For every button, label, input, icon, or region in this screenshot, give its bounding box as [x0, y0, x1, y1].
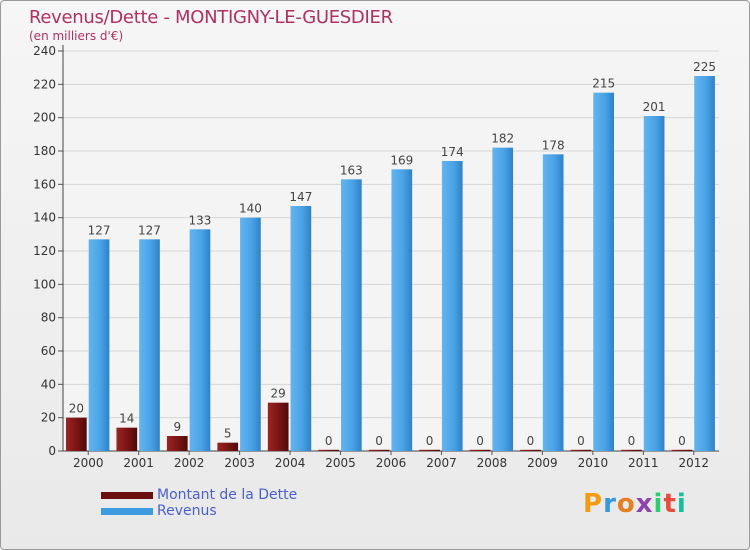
y-tick-label: 200 [33, 111, 56, 125]
logo-letter: P [583, 489, 604, 519]
data-label-revenue: 174 [441, 145, 464, 159]
bar-revenue [441, 161, 463, 451]
y-tick-label: 40 [41, 377, 56, 391]
data-label-debt: 0 [628, 434, 636, 448]
data-label-debt: 0 [476, 434, 484, 448]
data-label-revenue: 127 [88, 223, 111, 237]
chart-subtitle: (en milliers d'€) [29, 29, 124, 43]
data-label-revenue: 178 [542, 138, 565, 152]
bar-debt [419, 449, 440, 451]
bar-debt [671, 449, 693, 451]
x-tick-label: 2000 [73, 456, 104, 470]
data-label-revenue: 225 [693, 60, 716, 74]
data-label-revenue: 169 [390, 153, 413, 167]
x-tick-label: 2008 [477, 456, 508, 470]
y-tick-label: 160 [33, 177, 56, 191]
legend-swatch-debt [101, 491, 153, 499]
x-tick-label: 2006 [376, 456, 407, 470]
bar-revenue [694, 76, 715, 451]
legend-label-debt: Montant de la Dette [157, 487, 298, 503]
bar-revenue [593, 92, 614, 452]
data-label-debt: 5 [224, 427, 232, 441]
bar-revenue [139, 239, 160, 451]
legend-item-debt: Montant de la Dette [101, 487, 297, 503]
legend-label-revenue: Revenus [157, 503, 217, 519]
data-label-revenue: 147 [289, 190, 312, 204]
bar-revenue [391, 169, 413, 452]
y-tick-label: 220 [33, 77, 56, 91]
bar-revenue [340, 179, 362, 452]
bar-debt [570, 449, 592, 451]
x-tick-label: 2010 [578, 456, 609, 470]
data-label-revenue: 182 [491, 132, 514, 146]
data-label-debt: 0 [325, 434, 333, 448]
y-tick-label: 0 [48, 444, 56, 458]
logo-letter: t [663, 489, 677, 519]
x-tick-label: 2004 [275, 456, 306, 470]
logo-letter: i [653, 489, 664, 519]
y-tick-label: 180 [33, 144, 56, 158]
bar-revenue [492, 147, 514, 451]
bar-revenue [88, 239, 110, 451]
x-tick-label: 2001 [123, 456, 154, 470]
x-tick-label: 2011 [628, 456, 659, 470]
data-label-debt: 0 [527, 434, 535, 448]
bar-debt [621, 449, 642, 451]
data-label-debt: 0 [375, 434, 383, 448]
logo-letter: r [603, 489, 617, 519]
data-label-revenue: 163 [340, 163, 363, 177]
bar-revenue [542, 154, 564, 452]
data-label-revenue: 215 [592, 77, 615, 91]
data-label-debt: 0 [678, 434, 686, 448]
data-label-revenue: 140 [239, 202, 262, 216]
bar-debt [318, 449, 339, 451]
y-tick-label: 80 [41, 311, 56, 325]
bar-debt [166, 436, 188, 451]
data-label-revenue: 133 [189, 213, 212, 227]
logo-letter: i [676, 489, 687, 519]
y-tick-label: 140 [33, 211, 56, 225]
y-tick-label: 240 [33, 44, 56, 58]
proxiti-logo: Proxiti [583, 489, 687, 519]
data-label-debt: 0 [577, 434, 585, 448]
data-label-debt: 14 [119, 412, 134, 426]
chart-title: Revenus/Dette - MONTIGNY-LE-GUESDIER [29, 7, 393, 28]
bar-revenue [189, 229, 211, 451]
bar-debt [267, 402, 289, 451]
bar-debt [520, 449, 541, 451]
bar-revenue [643, 116, 665, 451]
bar-debt [469, 449, 491, 451]
y-tick-label: 120 [33, 244, 56, 258]
bar-debt [116, 427, 138, 451]
legend-item-revenue: Revenus [101, 503, 297, 519]
data-label-debt: 0 [426, 434, 434, 448]
data-label-revenue: 127 [138, 223, 161, 237]
y-tick-label: 60 [41, 344, 56, 358]
y-tick-label: 20 [41, 411, 56, 425]
bar-debt [368, 449, 390, 451]
logo-letter: o [616, 489, 636, 519]
legend-swatch-revenue [101, 507, 153, 515]
x-tick-label: 2003 [224, 456, 255, 470]
x-tick-label: 2007 [426, 456, 457, 470]
bar-debt [217, 442, 239, 451]
chart-legend: Montant de la Dette Revenus [101, 487, 297, 519]
data-label-revenue: 201 [643, 100, 666, 114]
x-tick-label: 2005 [325, 456, 356, 470]
y-tick-label: 100 [33, 277, 56, 291]
x-tick-label: 2002 [174, 456, 205, 470]
data-label-debt: 20 [69, 402, 84, 416]
bar-revenue [240, 217, 261, 451]
x-tick-label: 2012 [678, 456, 709, 470]
x-tick-label: 2009 [527, 456, 558, 470]
data-label-debt: 29 [271, 387, 286, 401]
data-label-debt: 9 [173, 420, 181, 434]
logo-letter: x [635, 489, 654, 519]
bar-revenue [290, 206, 312, 451]
bar-debt [66, 417, 87, 451]
